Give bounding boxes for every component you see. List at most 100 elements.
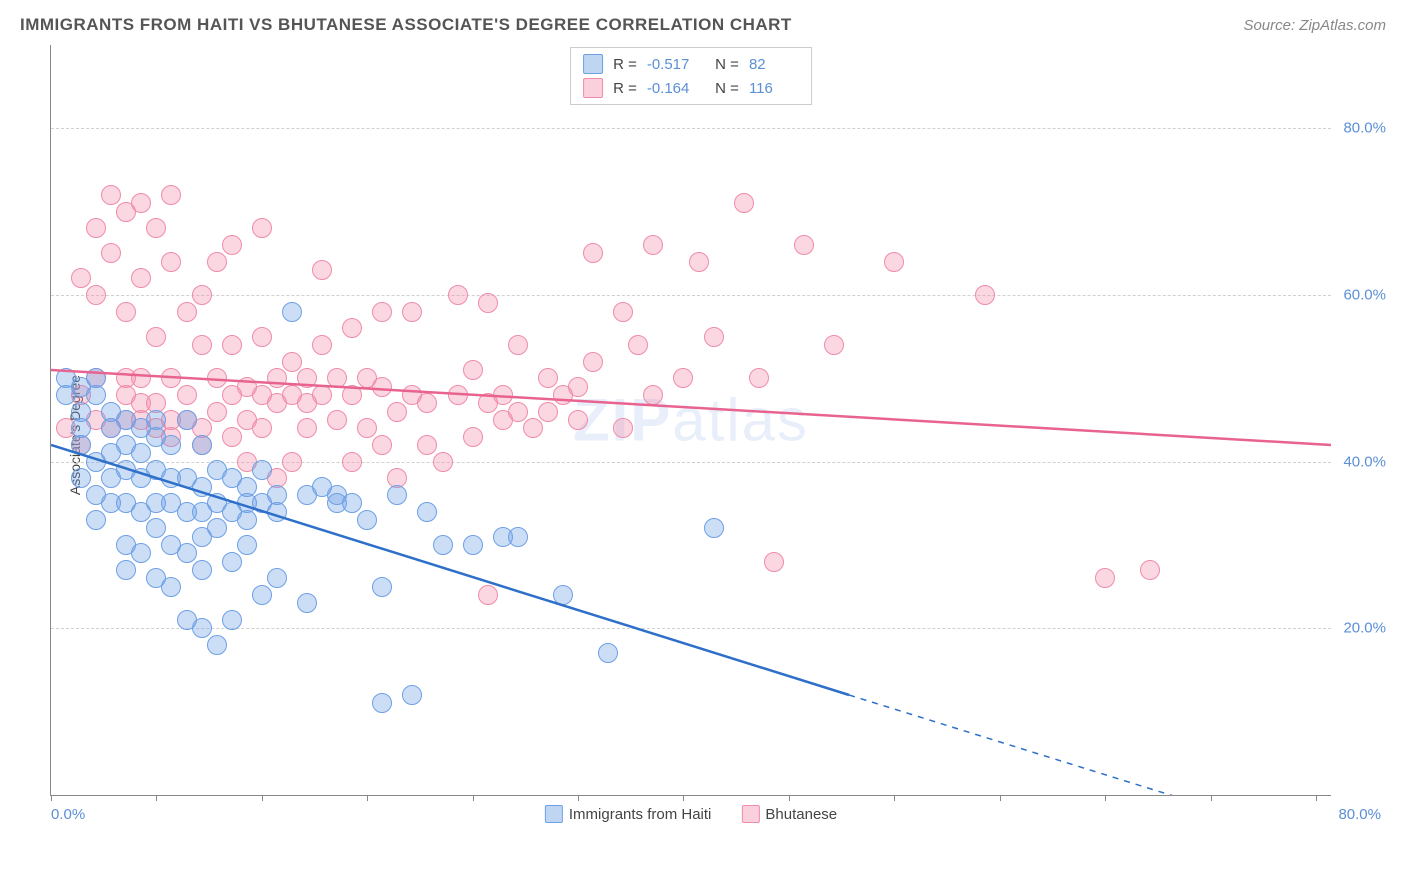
scatter-point [237,535,257,555]
n-value: 116 [749,80,799,97]
scatter-point [794,235,814,255]
x-tick [262,795,263,801]
chart-title: IMMIGRANTS FROM HAITI VS BHUTANESE ASSOC… [20,15,792,35]
legend-swatch [741,805,759,823]
r-value: -0.164 [647,80,697,97]
scatter-point [417,502,437,522]
scatter-point [884,252,904,272]
scatter-point [207,252,227,272]
y-tick-label: 80.0% [1343,120,1386,137]
legend-swatch [545,805,563,823]
scatter-point [71,468,91,488]
r-label: R = [613,56,637,73]
scatter-point [1140,560,1160,580]
legend-swatch [583,54,603,74]
scatter-point [372,377,392,397]
scatter-point [568,377,588,397]
scatter-point [146,327,166,347]
x-tick [894,795,895,801]
scatter-point [478,293,498,313]
r-label: R = [613,80,637,97]
legend-stat-row: R = -0.517 N = 82 [583,52,799,76]
x-axis-max-label: 80.0% [1338,806,1381,823]
scatter-point [116,560,136,580]
scatter-point [764,552,784,572]
x-tick [1211,795,1212,801]
legend-item: Bhutanese [741,805,837,823]
scatter-point [177,302,197,322]
legend-stat-row: R = -0.164 N = 116 [583,76,799,100]
scatter-point [372,302,392,322]
scatter-point [342,452,362,472]
scatter-point [417,393,437,413]
scatter-point [131,443,151,463]
y-tick-label: 20.0% [1343,620,1386,637]
scatter-point [192,477,212,497]
x-axis-min-label: 0.0% [51,806,85,823]
source-attribution: Source: ZipAtlas.com [1243,17,1386,34]
x-tick [789,795,790,801]
scatter-point [177,410,197,430]
scatter-point [613,418,633,438]
scatter-point [131,268,151,288]
scatter-point [583,352,603,372]
scatter-point [372,693,392,713]
scatter-point [131,193,151,213]
legend-label: Immigrants from Haiti [569,806,712,823]
scatter-point [357,510,377,530]
scatter-point [192,560,212,580]
scatter-point [297,368,317,388]
y-tick-label: 60.0% [1343,287,1386,304]
correlation-legend: R = -0.517 N = 82R = -0.164 N = 116 [570,47,812,105]
scatter-point [342,318,362,338]
scatter-point [975,285,995,305]
scatter-point [297,418,317,438]
scatter-point [161,577,181,597]
scatter-point [628,335,648,355]
x-tick [1105,795,1106,801]
scatter-point [372,435,392,455]
scatter-point [297,593,317,613]
scatter-point [673,368,693,388]
scatter-point [372,577,392,597]
n-label: N = [707,80,739,97]
scatter-point [207,518,227,538]
x-tick [156,795,157,801]
scatter-point [222,427,242,447]
scatter-point [146,518,166,538]
scatter-point [192,618,212,638]
scatter-point [207,402,227,422]
scatter-point [86,385,106,405]
scatter-point [387,485,407,505]
plot-area: ZIPatlas R = -0.517 N = 82R = -0.164 N =… [50,45,1331,796]
scatter-point [583,243,603,263]
scatter-point [538,368,558,388]
scatter-point [71,268,91,288]
legend-item: Immigrants from Haiti [545,805,712,823]
scatter-point [131,368,151,388]
scatter-point [568,410,588,430]
scatter-point [222,235,242,255]
scatter-point [161,252,181,272]
scatter-point [192,435,212,455]
scatter-point [704,327,724,347]
watermark: ZIPatlas [573,386,809,455]
scatter-point [252,327,272,347]
plot-container: Associate's Degree ZIPatlas R = -0.517 N… [50,45,1380,825]
scatter-point [463,427,483,447]
scatter-point [282,452,302,472]
x-tick [683,795,684,801]
scatter-point [342,385,362,405]
scatter-point [433,535,453,555]
n-label: N = [707,56,739,73]
scatter-point [86,285,106,305]
scatter-point [192,285,212,305]
scatter-point [417,435,437,455]
scatter-point [402,685,422,705]
scatter-point [1095,568,1115,588]
scatter-point [71,435,91,455]
scatter-point [643,235,663,255]
scatter-point [282,302,302,322]
scatter-point [327,410,347,430]
scatter-point [267,502,287,522]
